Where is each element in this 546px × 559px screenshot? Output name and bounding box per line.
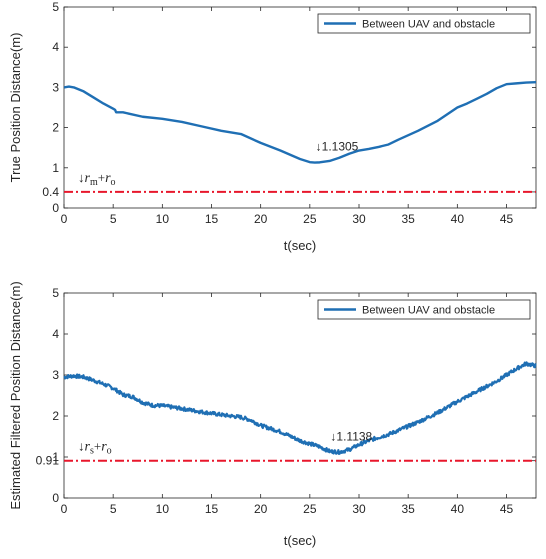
x-tick-label: 10 xyxy=(156,212,170,226)
x-tick-label: 25 xyxy=(303,502,317,516)
threshold-label-part: o xyxy=(111,177,116,188)
y-tick-label: 4 xyxy=(52,40,59,54)
y-axis-label: True Position Distance(m) xyxy=(8,33,23,183)
min-distance-annotation: ↓1.1305 xyxy=(316,140,359,154)
x-tick-label: 35 xyxy=(401,502,415,516)
y-tick-label: 2 xyxy=(52,409,59,423)
y-axis-label: Estimated Filtered Position Distance(m) xyxy=(8,281,23,509)
x-axis-label: t(sec) xyxy=(284,238,317,253)
x-tick-label: 40 xyxy=(451,212,465,226)
threshold-label-part: r xyxy=(85,171,91,186)
y-tick-label: 3 xyxy=(52,80,59,94)
x-tick-label: 40 xyxy=(451,502,465,516)
series-line xyxy=(63,361,537,455)
threshold-label-part: r xyxy=(105,171,111,186)
y-tick-label: 0.91 xyxy=(36,454,60,468)
x-tick-label: 30 xyxy=(352,502,366,516)
min-distance-annotation: ↓1.1138 xyxy=(330,429,372,443)
threshold-label-part: r xyxy=(85,440,91,455)
legend-box xyxy=(317,13,531,34)
threshold-label-part: ↓ xyxy=(78,170,85,185)
series-line xyxy=(63,80,537,164)
y-tick-label: 0 xyxy=(52,491,59,505)
chart-bottom: 0 5 10 15 20 25 30 35 40 4500.9112345t(sec)Estima… xyxy=(8,281,537,548)
threshold-label-part: ↓ xyxy=(78,439,85,454)
threshold-label: ↓rs+ro xyxy=(78,439,112,457)
x-tick-label: 20 xyxy=(254,502,268,516)
threshold-label-part: m xyxy=(90,177,98,188)
threshold-label-part: + xyxy=(94,439,101,454)
x-tick-label: 30 xyxy=(352,212,366,226)
x-axis-label: t(sec) xyxy=(284,533,317,548)
x-tick-label: 20 xyxy=(254,212,268,226)
y-tick-label: 5 xyxy=(52,0,59,14)
x-tick-label: 15 xyxy=(205,212,219,226)
y-tick-label: 5 xyxy=(52,286,59,300)
y-tick-label: 1 xyxy=(52,161,59,175)
plot-area-frame xyxy=(63,292,537,499)
threshold-label-part: o xyxy=(107,446,112,457)
y-tick-label: 4 xyxy=(52,327,59,341)
threshold-label: ↓rm+ro xyxy=(78,170,116,188)
x-tick-label: 5 xyxy=(110,502,117,516)
x-tick-label: 45 xyxy=(500,212,514,226)
y-tick-label: 0 xyxy=(52,201,59,215)
y-tick-label: 0.4 xyxy=(42,185,59,199)
threshold-label-part: + xyxy=(98,170,105,185)
legend-label: Between UAV and obstacle xyxy=(362,305,495,317)
legend-label: Between UAV and obstacle xyxy=(362,19,495,31)
plot-area-frame xyxy=(63,6,537,209)
x-tick-label: 35 xyxy=(401,212,415,226)
y-tick-label: 1 xyxy=(52,450,59,464)
x-tick-label: 25 xyxy=(303,212,317,226)
y-tick-label: 2 xyxy=(52,121,59,135)
x-tick-label: 5 xyxy=(110,212,117,226)
x-tick-label: 45 xyxy=(500,502,514,516)
legend-box xyxy=(317,299,531,320)
threshold-label-part: s xyxy=(90,446,94,457)
x-tick-label: 15 xyxy=(205,502,219,516)
y-tick-label: 3 xyxy=(52,368,59,382)
threshold-label-part: r xyxy=(101,440,107,455)
x-tick-label: 0 xyxy=(61,502,68,516)
x-tick-label: 10 xyxy=(156,502,170,516)
x-tick-label: 0 xyxy=(61,212,68,226)
